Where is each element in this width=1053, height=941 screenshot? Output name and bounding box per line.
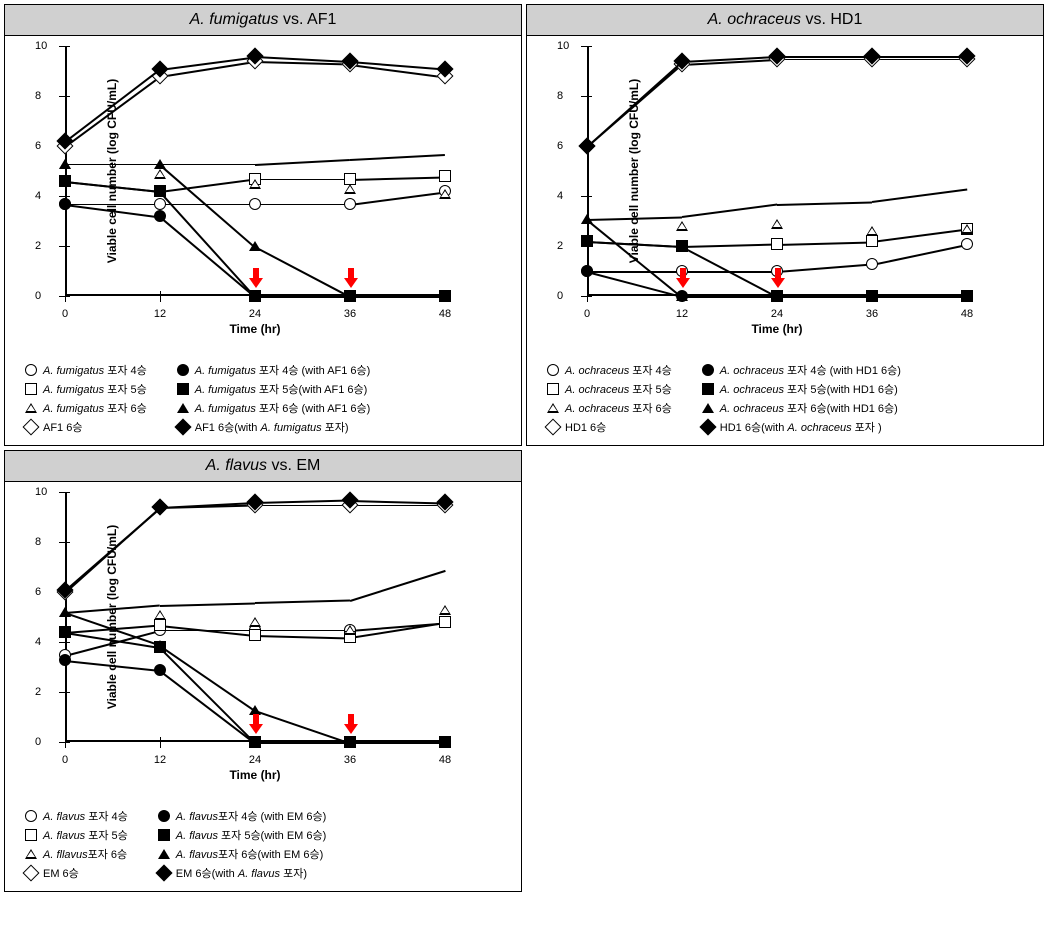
- data-point: [154, 185, 166, 197]
- legend-item: A. ochraceus 포자 4승 (with HD1 6승): [702, 362, 901, 378]
- data-point: [439, 605, 451, 615]
- legend-item: A. ochraceus 포자 5승(with HD1 6승): [702, 381, 901, 397]
- legend-item: A. fumigatus 포자 4승: [25, 362, 147, 378]
- data-point: [676, 291, 688, 301]
- data-point: [249, 241, 261, 251]
- data-point: [771, 238, 783, 250]
- data-point: [344, 184, 356, 194]
- arrow-icon: [249, 268, 261, 286]
- arrow-icon: [249, 714, 261, 732]
- x-axis-label: Time (hr): [229, 322, 280, 336]
- data-point: [154, 210, 166, 222]
- data-point: [439, 170, 451, 182]
- data-point: [344, 198, 356, 210]
- data-point: [439, 737, 451, 747]
- legend-item: A. fumigatus 포자 6승: [25, 400, 147, 416]
- data-point: [866, 235, 878, 247]
- data-point: [866, 291, 878, 301]
- legend-item: A. flavus 포자 4승: [25, 808, 128, 824]
- legend-item: A. flavus 포자 5승(with EM 6승): [158, 827, 327, 843]
- legend-item: AF1 6승: [25, 419, 147, 435]
- data-point: [581, 235, 593, 247]
- data-point: [154, 619, 166, 631]
- arrow-icon: [676, 268, 688, 286]
- data-point: [961, 291, 973, 301]
- data-point: [59, 159, 71, 169]
- legend-item: EM 6승: [25, 865, 128, 881]
- panel-title: A. ochraceus vs. HD1: [527, 5, 1043, 36]
- data-point: [676, 221, 688, 231]
- legend-item: A. ochraceus 포자 6승: [547, 400, 672, 416]
- data-point: [344, 625, 356, 635]
- data-point: [344, 737, 356, 747]
- data-point: [581, 265, 593, 277]
- legend-item: A. flavus 포자 5승: [25, 827, 128, 843]
- arrow-icon: [771, 268, 783, 286]
- chart-plot: 0246810012243648Viable cell number (log …: [587, 46, 967, 296]
- data-point: [439, 291, 451, 301]
- data-point: [771, 219, 783, 229]
- data-point: [249, 198, 261, 210]
- x-axis-label: Time (hr): [751, 322, 802, 336]
- data-point: [249, 617, 261, 627]
- panel-title: A. fumigatus vs. AF1: [5, 5, 521, 36]
- arrow-icon: [344, 714, 356, 732]
- legend-item: HD1 6승: [547, 419, 672, 435]
- data-point: [249, 705, 261, 715]
- data-point: [154, 610, 166, 620]
- data-point: [59, 626, 71, 638]
- data-point: [59, 654, 71, 666]
- data-point: [771, 291, 783, 301]
- legend: A. fumigatus 포자 4승 A. fumigatus 포자 5승 A. f…: [5, 362, 521, 445]
- legend-item: A. flavus포자 6승(with EM 6승): [158, 846, 327, 862]
- legend-item: A. ochraceus 포자 4승: [547, 362, 672, 378]
- data-point: [154, 664, 166, 676]
- data-point: [154, 640, 166, 650]
- data-point: [154, 198, 166, 210]
- data-point: [249, 629, 261, 641]
- data-point: [676, 240, 688, 252]
- data-point: [439, 189, 451, 199]
- legend-item: A. fumigatus 포자 4승 (with AF1 6승): [177, 362, 371, 378]
- legend-item: HD1 6승(with A. ochraceus 포자 ): [702, 419, 901, 435]
- legend: A. flavus 포자 4승 A. flavus 포자 5승 A. fllavus…: [5, 808, 521, 891]
- legend-item: A. ochraceus 포자 6승(with HD1 6승): [702, 400, 901, 416]
- data-point: [961, 224, 973, 234]
- legend-item: A. fllavus포자 6승: [25, 846, 128, 862]
- panel-em: A. flavus vs. EM 0246810012243648Viable c…: [4, 450, 522, 892]
- legend-item: AF1 6승(with A. fumigatus 포자): [177, 419, 371, 435]
- legend-item: A. flavus포자 4승 (with EM 6승): [158, 808, 327, 824]
- legend-item: A. ochraceus 포자 5승: [547, 381, 672, 397]
- data-point: [249, 179, 261, 189]
- panel-title: A. flavus vs. EM: [5, 451, 521, 482]
- data-point: [249, 290, 261, 302]
- chart-plot: 0246810012243648Viable cell number (log …: [65, 46, 445, 296]
- chart-plot: 0246810012243648Viable cell number (log …: [65, 492, 445, 742]
- legend-item: A. fumigatus 포자 6승 (with AF1 6승): [177, 400, 371, 416]
- legend-item: EM 6승(with A. flavus 포자): [158, 865, 327, 881]
- data-point: [581, 214, 593, 224]
- panel-hd1: A. ochraceus vs. HD1 0246810012243648Viab…: [526, 4, 1044, 446]
- data-point: [866, 226, 878, 236]
- data-point: [59, 198, 71, 210]
- data-point: [961, 238, 973, 250]
- arrow-icon: [344, 268, 356, 286]
- data-point: [344, 291, 356, 301]
- data-point: [59, 175, 71, 187]
- legend: A. ochraceus 포자 4승 A. ochraceus 포자 5승 A. o…: [527, 362, 1043, 445]
- panel-af1: A. fumigatus vs. AF1 0246810012243648Viab…: [4, 4, 522, 446]
- x-axis-label: Time (hr): [229, 768, 280, 782]
- legend-item: A. fumigatus 포자 5승: [25, 381, 147, 397]
- legend-item: A. fumigatus 포자 5승(with AF1 6승): [177, 381, 371, 397]
- data-point: [59, 607, 71, 617]
- data-point: [866, 258, 878, 270]
- data-point: [439, 616, 451, 628]
- data-point: [249, 736, 261, 748]
- data-point: [154, 159, 166, 169]
